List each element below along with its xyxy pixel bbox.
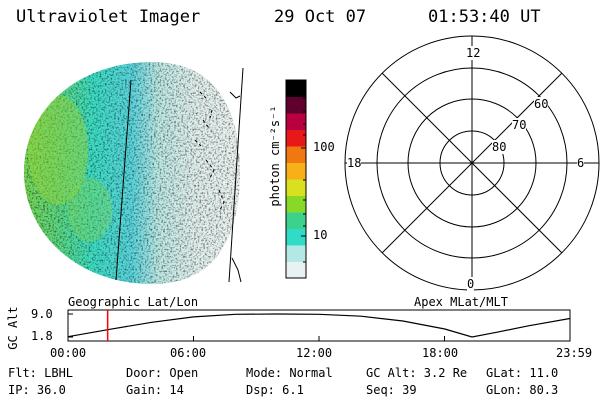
colorbar-segment — [286, 162, 306, 180]
status-gc-alt: GC Alt: 3.2 Re — [366, 366, 468, 380]
coastline-north — [229, 91, 241, 99]
status-mode: Mode: Normal — [246, 366, 333, 380]
uv-earth-image — [24, 62, 244, 284]
coastline-south — [231, 257, 242, 283]
date-label: 29 Oct 07 — [274, 7, 367, 27]
timeline-xtick-0000: 00:00 — [50, 346, 87, 360]
timeline-right-title: Apex MLat/MLT — [414, 295, 508, 309]
status-ip: IP: 36.0 — [8, 383, 66, 397]
lat-label-80: 80 — [492, 140, 507, 154]
lat-label-60: 60 — [534, 97, 549, 111]
timeline-ytick-9: 9.0 — [31, 307, 53, 321]
status-dsp: Dsp: 6.1 — [246, 383, 304, 397]
colorbar-segment — [286, 228, 306, 246]
timeline-ytick-1-8: 1.8 — [31, 329, 53, 343]
timeline-xtick-0600: 06:00 — [170, 346, 207, 360]
mlt-label-6: 6 — [577, 156, 585, 170]
timeline-plot — [67, 309, 571, 342]
colorbar-segment — [286, 195, 306, 213]
timeline-left-title: Geographic Lat/Lon — [68, 295, 199, 309]
timeline-xtick-1800: 18:00 — [422, 346, 459, 360]
status-door: Door: Open — [126, 366, 199, 380]
coastline — [194, 91, 225, 213]
status-glon: GLon: 80.3 — [486, 383, 559, 397]
colorbar-tick-100: 100 — [313, 140, 335, 154]
longitude-line — [115, 79, 132, 281]
mlt-label-0: 0 — [467, 277, 475, 291]
status-seq: Seq: 39 — [366, 383, 417, 397]
status-filter: Flt: LBHL — [8, 366, 74, 380]
timeline-y-label: GC Alt — [6, 306, 20, 350]
altitude-curve — [67, 313, 571, 338]
colorbar-segment — [286, 179, 306, 196]
colorbar-segment — [286, 113, 306, 130]
terminator-line — [228, 67, 244, 283]
mlt-label-12: 12 — [466, 46, 481, 60]
timeline-xtick-2359: 23:59 — [556, 346, 593, 360]
colorbar-segment — [286, 146, 306, 163]
status-gain: Gain: 14 — [126, 383, 184, 397]
colorbar-segment — [286, 245, 306, 262]
colorbar — [285, 79, 307, 279]
colorbar-segment — [286, 261, 306, 279]
timeline-xtick-1200: 12:00 — [296, 346, 333, 360]
colorbar-segment — [286, 80, 306, 97]
status-glat: GLat: 11.0 — [486, 366, 559, 380]
instrument-title: Ultraviolet Imager — [16, 7, 201, 27]
time-label: 01:53:40 UT — [428, 7, 541, 27]
colorbar-tick-10: 10 — [313, 228, 328, 242]
mlt-line-diag-2 — [381, 72, 563, 254]
lat-label-70: 70 — [512, 118, 527, 132]
colorbar-segment — [286, 129, 306, 147]
colorbar-segment — [286, 212, 306, 229]
colorbar-unit-label: photon cm⁻²s⁻¹ — [268, 105, 282, 207]
colorbar-segment — [286, 96, 306, 114]
polar-plot — [344, 35, 600, 291]
mlt-label-18: 18 — [347, 156, 362, 170]
